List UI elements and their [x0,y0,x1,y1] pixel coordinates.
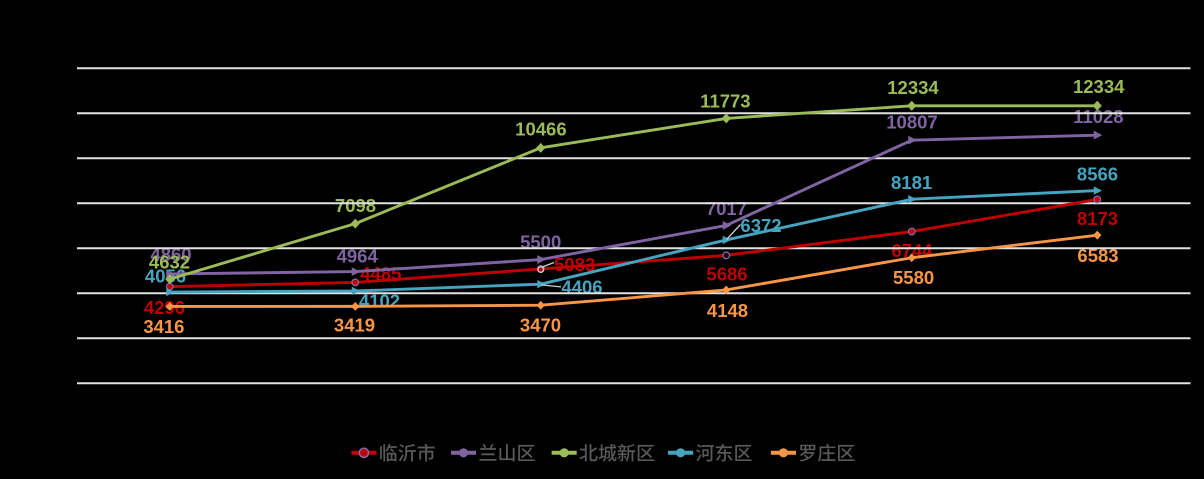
svg-text:7098: 7098 [335,195,376,216]
svg-text:4964: 4964 [337,245,379,266]
svg-text:4406: 4406 [561,276,602,297]
svg-text:5083: 5083 [554,254,595,275]
svg-text:8181: 8181 [891,172,932,193]
svg-text:12334: 12334 [1073,76,1125,97]
svg-text:4056: 4056 [145,265,186,286]
svg-text:8566: 8566 [1077,164,1118,185]
svg-text:3416: 3416 [143,316,184,337]
svg-text:4632: 4632 [149,251,190,272]
svg-text:5580: 5580 [893,267,934,288]
svg-text:5686: 5686 [706,264,747,285]
svg-text:10466: 10466 [515,118,566,139]
svg-text:11028: 11028 [1073,106,1123,127]
svg-text:3470: 3470 [520,314,561,335]
svg-text:10807: 10807 [886,111,937,132]
svg-text:6583: 6583 [1077,245,1118,266]
svg-text:3419: 3419 [334,314,375,335]
svg-text:4148: 4148 [707,300,748,321]
svg-text:5500: 5500 [520,231,561,252]
svg-text:12334: 12334 [887,77,939,98]
svg-text:4296: 4296 [144,297,185,318]
svg-text:8173: 8173 [1077,208,1118,229]
svg-text:11773: 11773 [700,91,750,112]
